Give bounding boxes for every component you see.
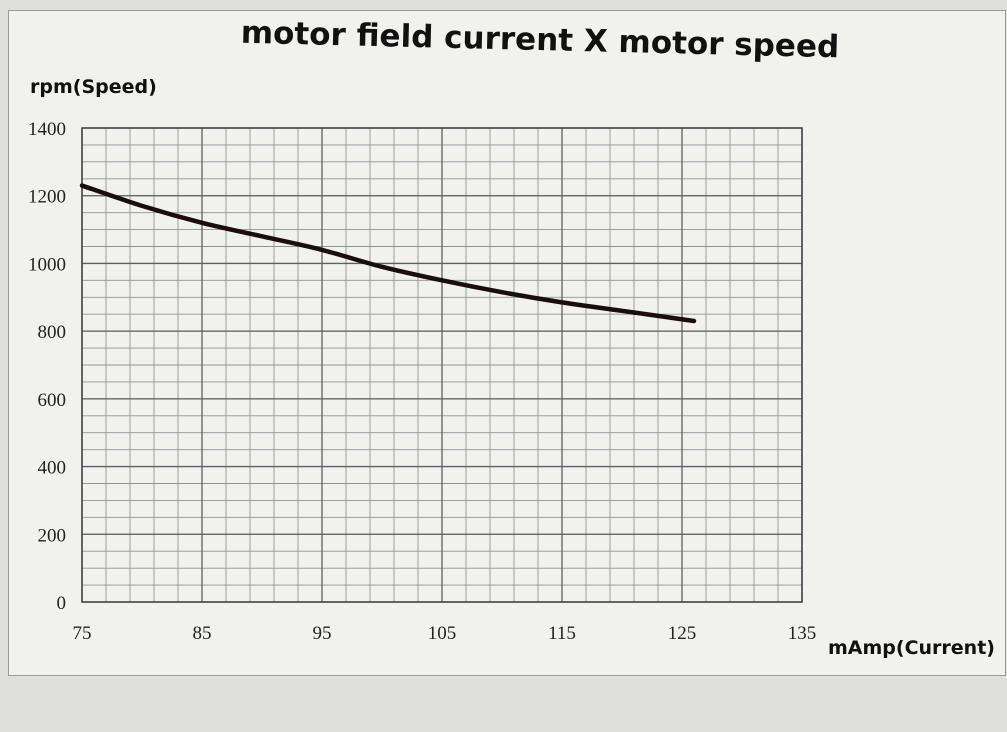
x-tick-label: 115 — [548, 623, 576, 644]
y-tick-label: 1400 — [28, 119, 66, 140]
x-tick-label: 125 — [668, 623, 697, 644]
y-axis-label: rpm(Speed) — [30, 76, 157, 98]
series-layer — [79, 183, 697, 324]
x-tick-label: 135 — [788, 623, 817, 644]
y-tick-label: 400 — [38, 458, 67, 479]
y-tick-label: 1000 — [28, 254, 66, 275]
series-line — [79, 183, 697, 324]
ticks: 75 85 95 105 115 125 135 0 200 400 600 800 1000 1200 1… — [28, 119, 816, 644]
x-tick-label: 105 — [428, 623, 457, 644]
x-tick-label: 85 — [193, 623, 212, 644]
y-tick-label: 1200 — [28, 187, 66, 208]
y-tick-label: 0 — [57, 593, 67, 614]
x-tick-label: 95 — [313, 623, 332, 644]
x-axis-label: mAmp(Current) — [828, 637, 995, 659]
y-tick-label: 200 — [38, 525, 67, 546]
y-tick-label: 800 — [38, 322, 67, 343]
plot-border — [81, 127, 803, 603]
y-tick-label: 600 — [38, 390, 67, 411]
chart-frame — [8, 10, 1006, 676]
grid — [81, 127, 803, 603]
x-tick-label: 75 — [73, 623, 92, 644]
